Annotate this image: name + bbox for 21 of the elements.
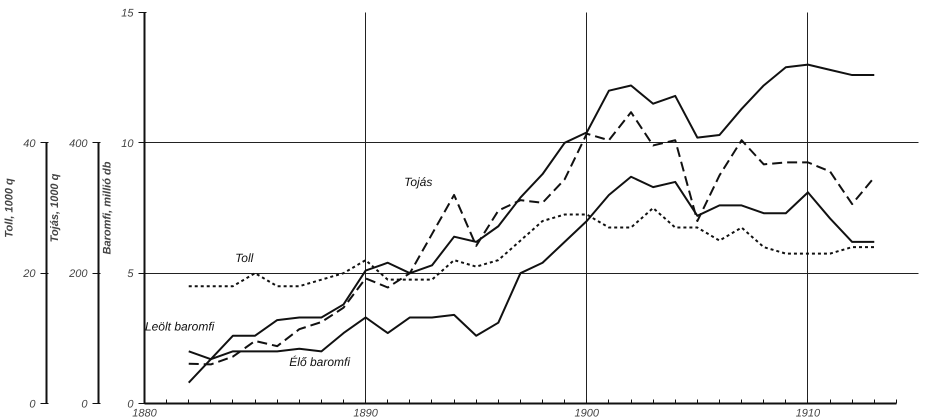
y2-axis-title: Toll, 1000 q <box>3 178 16 238</box>
series-label: Leölt baromfi <box>144 320 215 334</box>
series-label: Élő baromfi <box>289 354 350 369</box>
x-tick-label: 1880 <box>132 408 158 419</box>
y2-tick-label: 20 <box>22 268 36 280</box>
y-tick-label: 0 <box>127 398 134 410</box>
y3-tick-label: 400 <box>69 138 88 150</box>
y-axis-title: Baromfi, millió db <box>101 161 114 254</box>
y3-axis-title: Tojás, 1000 q <box>49 173 62 242</box>
y-tick-label: 15 <box>121 8 134 20</box>
y3-tick-label: 0 <box>81 398 88 410</box>
series-label: Toll <box>235 251 254 266</box>
y2-tick-label: 0 <box>29 398 36 410</box>
y3-tick-label: 200 <box>68 268 88 280</box>
y2-tick-label: 40 <box>23 138 36 150</box>
y-tick-label: 10 <box>121 138 134 150</box>
x-tick-label: 1910 <box>796 408 822 419</box>
x-tick-label: 1900 <box>574 408 600 419</box>
y-tick-label: 5 <box>127 268 134 280</box>
x-tick-label: 1890 <box>353 408 379 419</box>
series-label: Tojás <box>404 174 432 189</box>
